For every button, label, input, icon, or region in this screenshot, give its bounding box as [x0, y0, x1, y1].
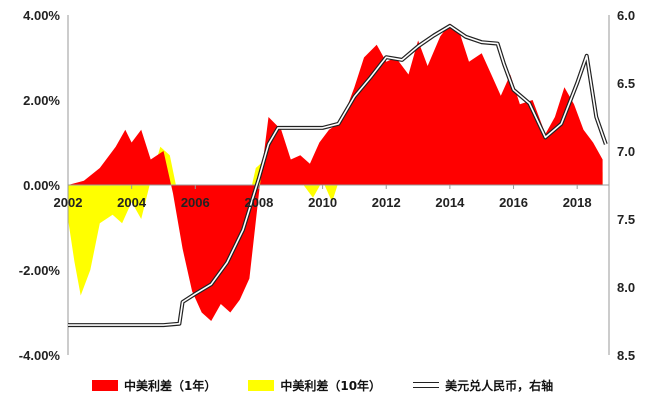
series-line-usdcny-inner: [68, 25, 607, 326]
x-tick-label: 2018: [563, 195, 592, 210]
y-left-tick-label: 4.00%: [23, 8, 60, 23]
legend-swatch-line: [413, 382, 440, 388]
legend: 中美利差（1年） 中美利差（10年） 美元兑人民币，右轴: [92, 374, 612, 396]
y-left-tick-label: -2.00%: [19, 263, 61, 278]
legend-label-spread-10y: 中美利差（10年）: [280, 378, 382, 393]
y-right-tick-label: 7.0: [617, 144, 635, 159]
y-right-tick-label: 8.5: [617, 348, 635, 363]
y-right-tick-label: 7.5: [617, 212, 635, 227]
x-tick-label: 2016: [499, 195, 528, 210]
legend-item-usdcny: 美元兑人民币，右轴: [413, 377, 553, 394]
legend-label-spread-1y: 中美利差（1年）: [124, 378, 217, 393]
y-left-tick-label: 0.00%: [23, 178, 60, 193]
x-tick-label: 2008: [244, 195, 273, 210]
legend-label-usdcny: 美元兑人民币，右轴: [445, 378, 554, 393]
y-right-tick-label: 8.0: [617, 280, 635, 295]
y-left-tick-label: -4.00%: [19, 348, 61, 363]
x-tick-label: 2006: [181, 195, 210, 210]
y-left-tick-label: 2.00%: [23, 93, 60, 108]
legend-swatch-red: [92, 379, 118, 391]
x-tick-label: 2014: [435, 195, 465, 210]
x-tick-label: 2002: [54, 195, 83, 210]
y-right-tick-label: 6.5: [617, 76, 635, 91]
x-tick-label: 2010: [308, 195, 337, 210]
series-area-spread-1y: [68, 23, 603, 321]
legend-item-spread-10y: 中美利差（10年）: [248, 377, 381, 394]
legend-swatch-yellow: [248, 379, 275, 391]
y-right-tick-label: 6.0: [617, 8, 635, 23]
legend-item-spread-1y: 中美利差（1年）: [92, 377, 216, 394]
x-tick-label: 2004: [117, 195, 147, 210]
x-tick-label: 2012: [372, 195, 401, 210]
